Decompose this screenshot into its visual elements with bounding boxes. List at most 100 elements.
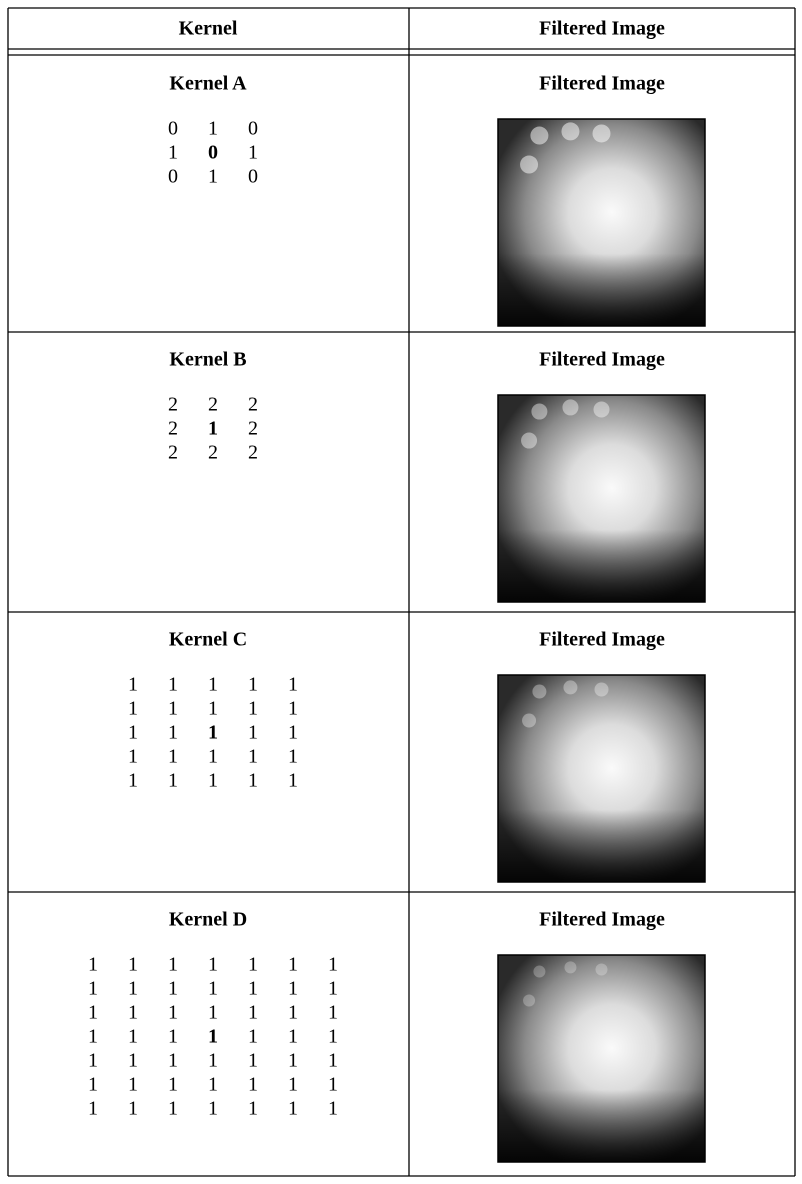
kernel-value: 1 [128,1050,138,1072]
kernel-value: 1 [128,770,138,792]
kernel-value: 1 [248,698,258,720]
kernel-value: 0 [168,166,178,188]
kernel-value: 1 [288,674,298,696]
image-highlight [595,963,608,976]
kernel-value: 2 [248,442,258,464]
kernel-value: 0 [248,118,258,140]
image-shade [498,955,705,1162]
kernel-value: 1 [328,1026,338,1048]
kernel-value: 1 [208,1026,218,1048]
kernel-value: 1 [288,1002,298,1024]
kernel-value: 1 [288,722,298,744]
kernel-value: 1 [88,978,98,1000]
kernel-value: 1 [288,1050,298,1072]
image-highlight [530,126,549,145]
kernel-value: 2 [248,418,258,440]
kernel-value: 1 [168,674,178,696]
kernel-value: 1 [168,1026,178,1048]
kernel-value: 1 [88,1002,98,1024]
kernel-value: 1 [248,770,258,792]
kernel-value: 1 [168,1074,178,1096]
image-highlight [563,680,578,695]
kernel-value: 1 [248,674,258,696]
kernel-value: 1 [208,674,218,696]
kernel-value: 1 [128,1026,138,1048]
kernel-name: Kernel D [169,909,247,931]
header-cell: Filtered Image [539,18,665,40]
image-highlight [532,684,547,699]
kernel-value: 1 [208,698,218,720]
kernel-value: 1 [208,1050,218,1072]
kernel-value: 1 [88,1098,98,1120]
kernel-value: 1 [288,954,298,976]
image-highlight [520,155,539,174]
image-shade [498,395,705,602]
kernel-value: 1 [88,954,98,976]
kernel-value: 1 [248,746,258,768]
image-highlight [564,961,577,974]
image-highlight [523,994,536,1007]
image-caption: Filtered Image [539,73,665,95]
kernel-value: 0 [208,142,218,164]
kernel-value: 2 [168,442,178,464]
kernel-value: 1 [328,1050,338,1072]
kernel-value: 1 [328,1098,338,1120]
kernel-value: 1 [208,722,218,744]
kernel-value: 0 [248,166,258,188]
image-highlight [561,122,580,141]
image-highlight [562,399,579,416]
kernel-value: 1 [168,770,178,792]
kernel-value: 1 [88,1074,98,1096]
kernel-value: 1 [328,954,338,976]
kernel-value: 1 [248,722,258,744]
kernel-value: 1 [128,1074,138,1096]
kernel-value: 1 [128,1002,138,1024]
kernel-value: 1 [168,722,178,744]
kernel-value: 1 [248,1098,258,1120]
kernel-value: 1 [208,166,218,188]
kernel-value: 2 [208,394,218,416]
image-caption: Filtered Image [539,909,665,931]
kernel-value: 1 [288,698,298,720]
kernel-value: 1 [208,746,218,768]
kernel-value: 1 [168,978,178,1000]
kernel-value: 1 [128,746,138,768]
kernel-value: 1 [288,746,298,768]
kernel-value: 2 [168,394,178,416]
image-highlight [592,124,611,143]
header-cell: Kernel [179,18,238,40]
kernel-value: 1 [168,746,178,768]
kernel-value: 2 [208,442,218,464]
image-caption: Filtered Image [539,629,665,651]
kernel-value: 1 [288,978,298,1000]
kernel-value: 1 [128,978,138,1000]
image-highlight [531,403,548,420]
image-highlight [594,682,609,697]
kernel-value: 1 [248,1026,258,1048]
kernel-value: 1 [168,1050,178,1072]
kernel-value: 1 [208,1002,218,1024]
kernel-value: 1 [248,978,258,1000]
kernel-value: 1 [88,1026,98,1048]
kernel-value: 1 [248,1002,258,1024]
kernel-value: 1 [208,1074,218,1096]
kernel-value: 1 [208,954,218,976]
table-rules [7,7,796,1177]
kernel-value: 1 [168,1098,178,1120]
image-shade [498,119,705,326]
kernel-value: 1 [248,1050,258,1072]
image-highlight [521,432,538,449]
kernel-value: 1 [208,418,218,440]
kernel-value: 1 [168,698,178,720]
kernel-value: 2 [168,418,178,440]
kernel-value: 1 [168,1002,178,1024]
kernel-value: 1 [288,1074,298,1096]
kernel-value: 2 [248,394,258,416]
image-caption: Filtered Image [539,349,665,371]
kernel-value: 1 [128,1098,138,1120]
kernel-name: Kernel A [169,73,247,95]
kernel-value: 1 [328,1074,338,1096]
kernel-name: Kernel B [169,349,246,371]
kernel-value: 1 [328,978,338,1000]
